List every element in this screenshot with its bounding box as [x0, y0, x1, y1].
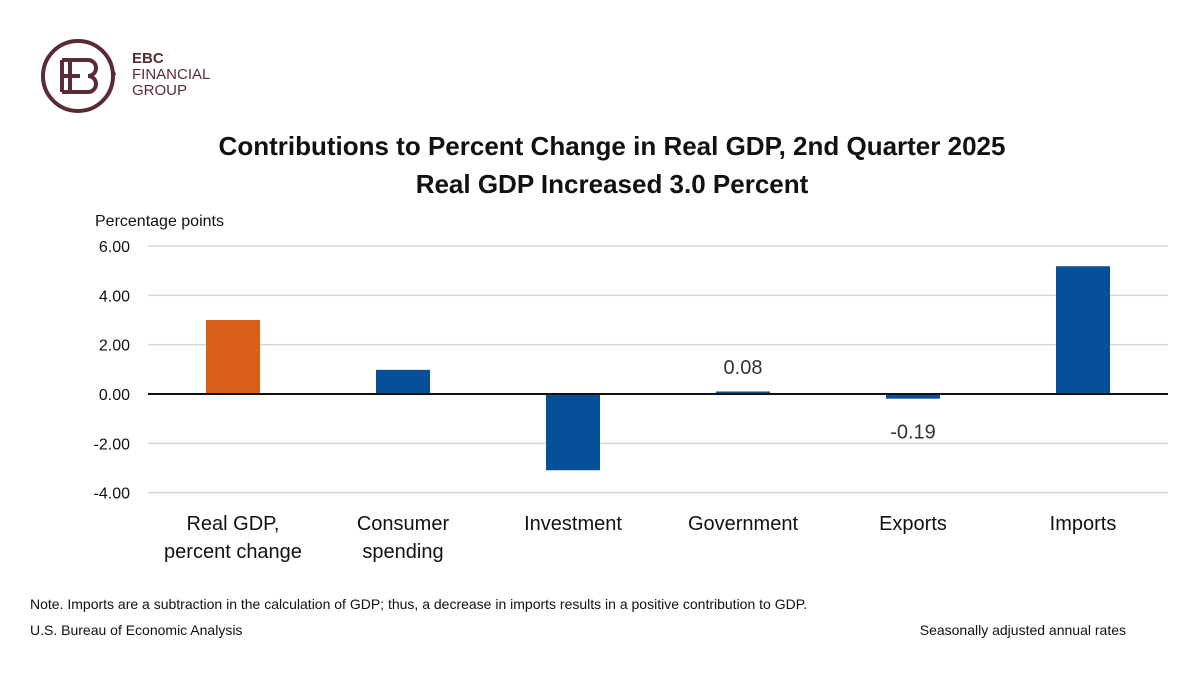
- bar: [546, 394, 600, 471]
- basis-label: Seasonally adjusted annual rates: [919, 622, 1126, 638]
- data-label: 0.08: [724, 357, 763, 379]
- y-tick-label: 2.00: [99, 338, 130, 355]
- x-category-label: Exports: [879, 513, 947, 535]
- bar: [716, 391, 770, 394]
- x-category-label: Imports: [1050, 513, 1117, 535]
- bar: [206, 320, 260, 394]
- x-category-label: Consumer: [357, 513, 450, 535]
- x-category-label: percent change: [164, 541, 302, 563]
- logo-line-3: GROUP: [132, 82, 188, 99]
- ebc-logo: EBC FINANCIAL GROUP: [40, 38, 240, 118]
- x-category-label: spending: [362, 541, 443, 563]
- source-label: U.S. Bureau of Economic Analysis: [30, 622, 243, 638]
- logo-line-1: EBC: [132, 50, 164, 67]
- x-category-label: Real GDP,: [186, 513, 279, 535]
- gdp-contributions-chart: Percentage points 6.00 4.00 2.00 0.00 -2.00 -4…: [94, 213, 1168, 563]
- bar: [376, 369, 430, 394]
- logo-wordmark: EBC FINANCIAL GROUP: [132, 51, 210, 99]
- logo-line-2: FINANCIAL: [132, 66, 211, 83]
- y-tick-label: -2.00: [94, 436, 131, 453]
- y-tick-label: 6.00: [99, 239, 130, 256]
- x-category-label: Investment: [524, 513, 622, 535]
- bar: [1056, 266, 1110, 394]
- y-tick-label: 4.00: [99, 288, 130, 305]
- data-label: -0.19: [890, 422, 936, 444]
- y-tick-label: -4.00: [94, 486, 131, 503]
- chart-title: Contributions to Percent Change in Real …: [218, 131, 1006, 161]
- chart-subtitle: Real GDP Increased 3.0 Percent: [415, 169, 809, 199]
- y-axis-title: Percentage points: [95, 213, 224, 230]
- ebc-logo-mark: [41, 39, 116, 113]
- bar: [886, 394, 940, 399]
- footnote: Note. Imports are a subtraction in the c…: [30, 596, 808, 612]
- x-category-label: Government: [688, 513, 798, 535]
- y-tick-label: 0.00: [99, 387, 130, 404]
